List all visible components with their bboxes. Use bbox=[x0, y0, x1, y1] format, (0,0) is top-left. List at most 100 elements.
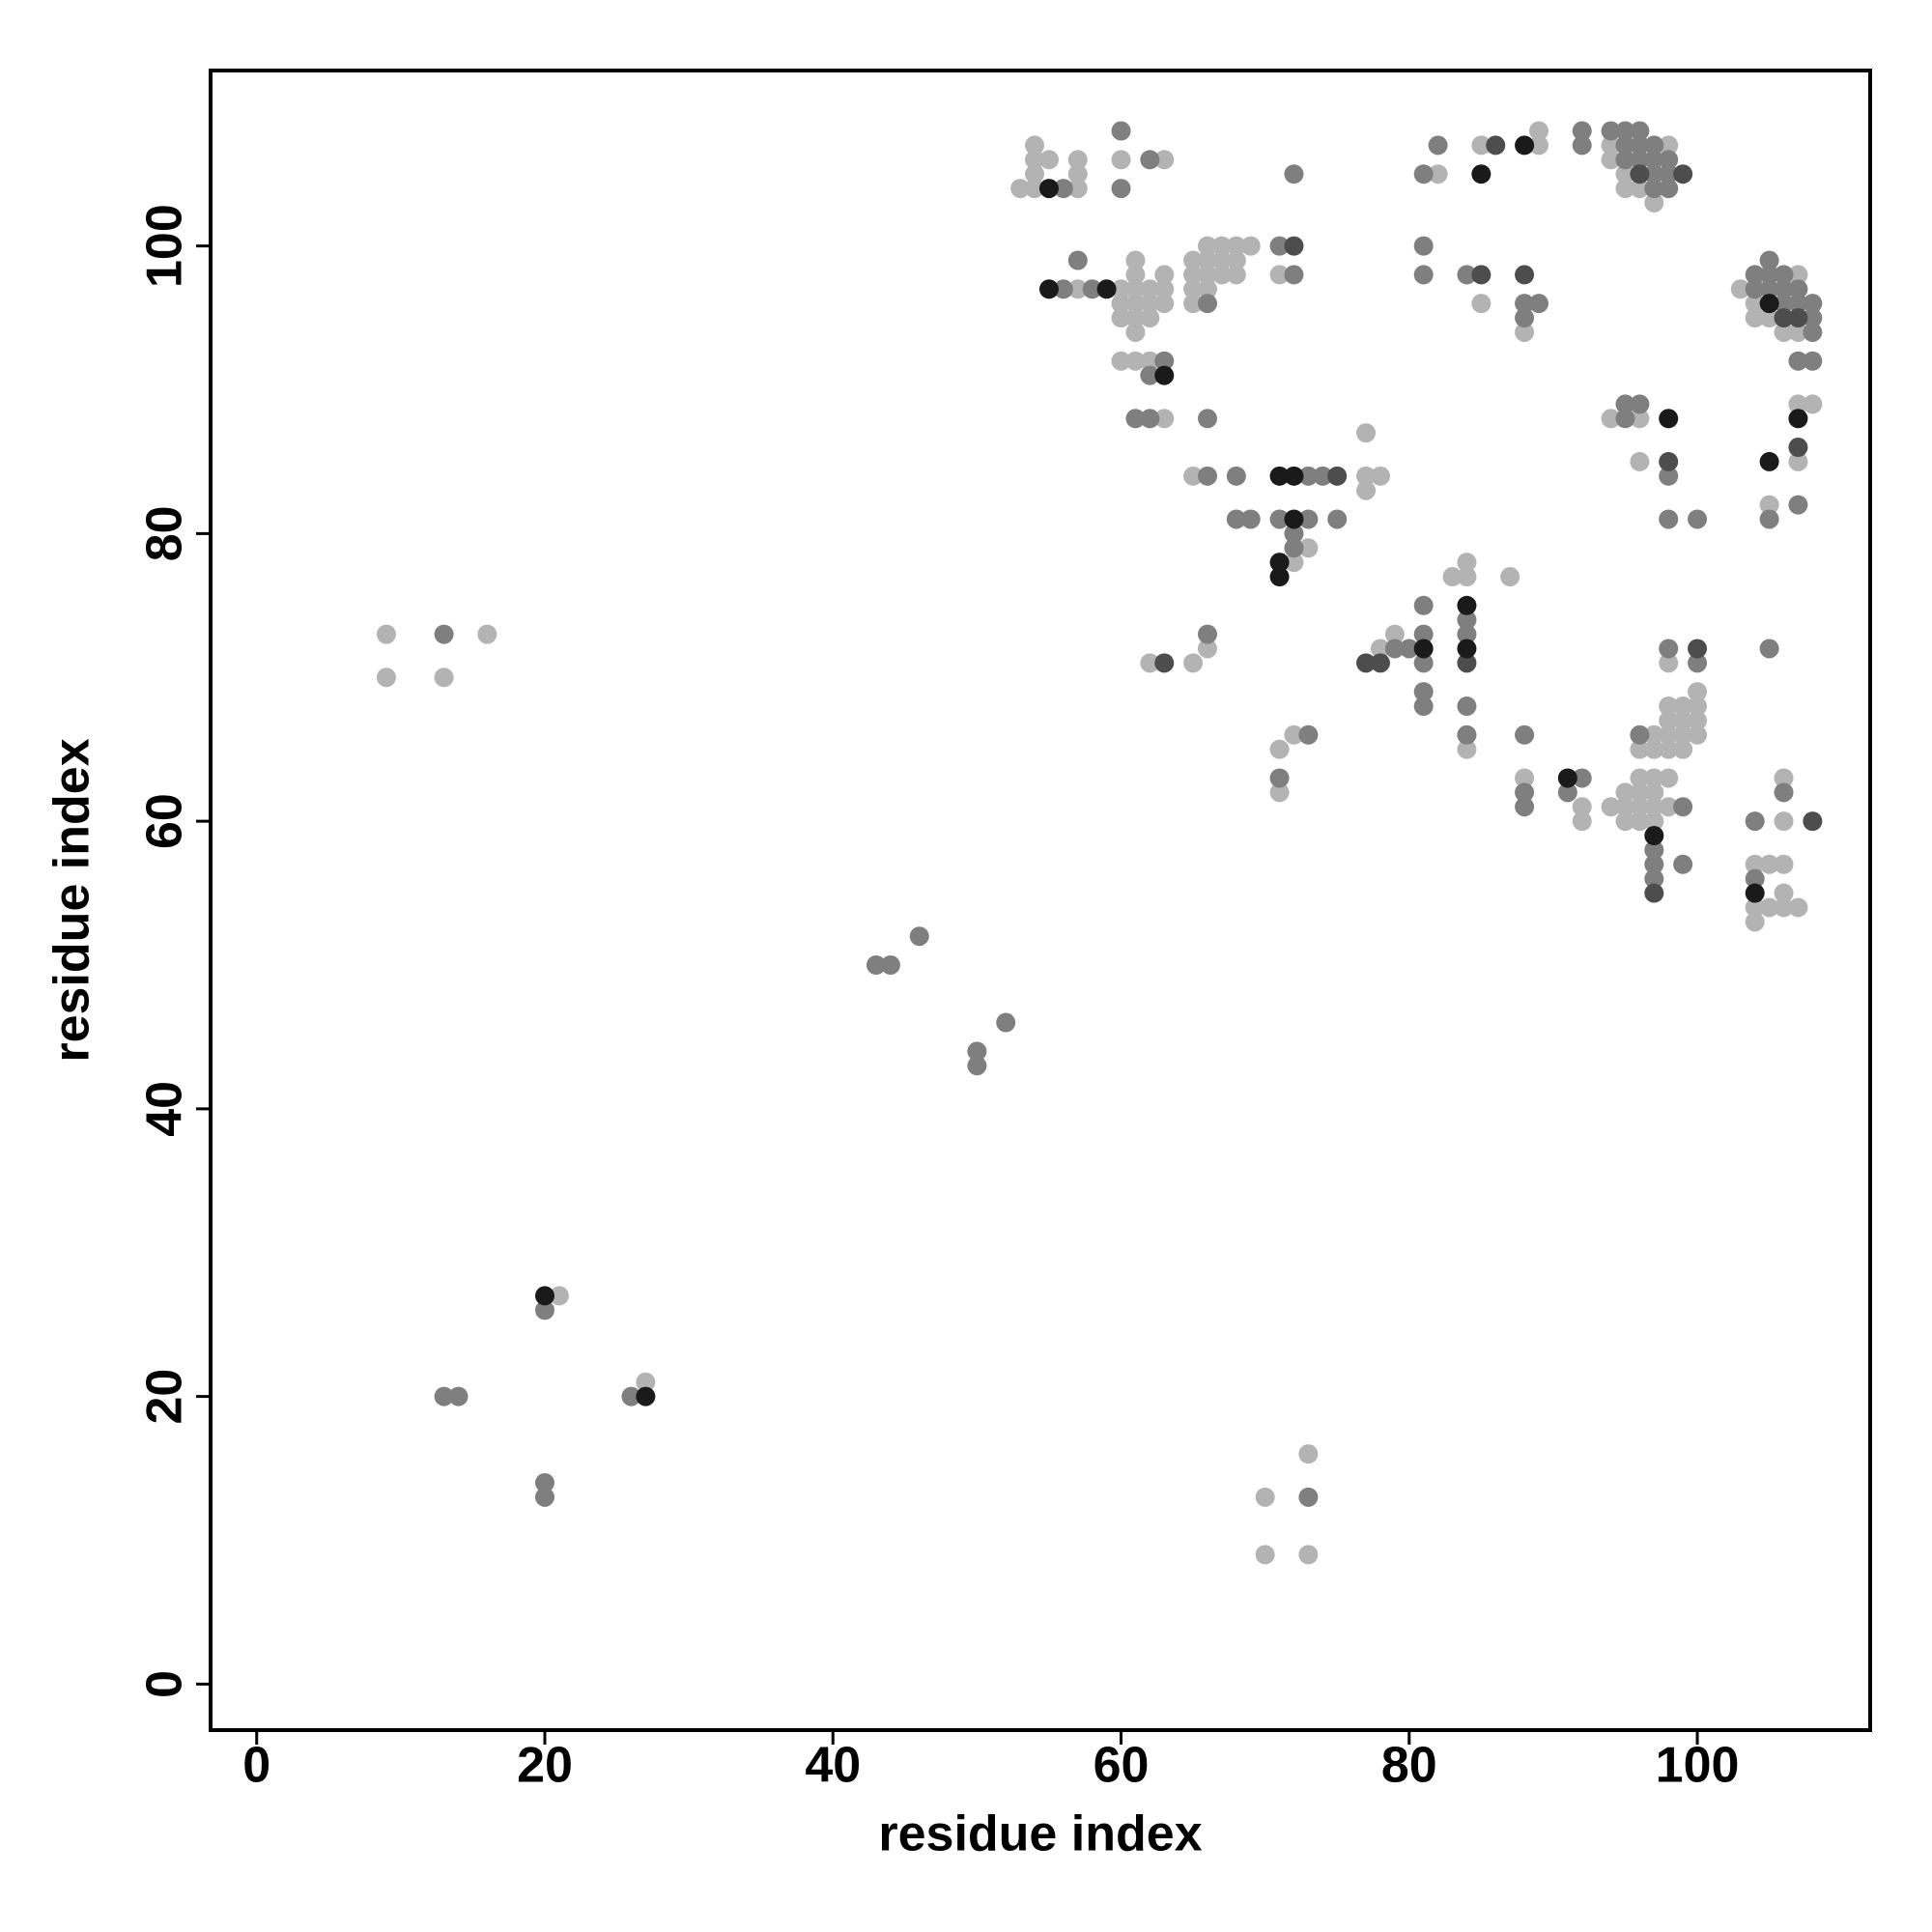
point bbox=[1730, 279, 1750, 299]
point bbox=[1457, 724, 1477, 745]
point bbox=[1413, 682, 1434, 702]
point bbox=[1528, 135, 1548, 156]
point bbox=[1025, 164, 1045, 185]
point bbox=[1644, 782, 1664, 803]
point bbox=[1284, 724, 1304, 745]
point bbox=[1572, 135, 1592, 156]
point bbox=[1644, 768, 1664, 788]
point bbox=[1630, 797, 1650, 817]
point bbox=[1255, 1545, 1275, 1565]
point bbox=[1788, 322, 1808, 342]
point bbox=[1183, 653, 1204, 673]
point bbox=[1067, 164, 1088, 185]
point bbox=[1125, 308, 1146, 328]
point bbox=[996, 1012, 1016, 1033]
point bbox=[1399, 639, 1419, 659]
point bbox=[1356, 423, 1377, 443]
point bbox=[1644, 811, 1664, 832]
point bbox=[1154, 279, 1175, 299]
point bbox=[1630, 724, 1650, 745]
point bbox=[1759, 451, 1779, 471]
point bbox=[1413, 639, 1434, 659]
point bbox=[1615, 179, 1635, 199]
point bbox=[1644, 164, 1664, 185]
point bbox=[1226, 236, 1246, 256]
point bbox=[1298, 509, 1319, 529]
point bbox=[1053, 279, 1073, 299]
point bbox=[1471, 135, 1492, 156]
y-tick-label: 80 bbox=[137, 505, 193, 561]
point bbox=[1284, 509, 1304, 529]
point bbox=[1284, 524, 1304, 544]
point bbox=[1140, 308, 1160, 328]
point bbox=[1284, 265, 1304, 285]
point bbox=[477, 624, 497, 644]
point bbox=[1067, 279, 1088, 299]
point bbox=[1630, 768, 1650, 788]
point bbox=[1759, 509, 1779, 529]
point bbox=[1413, 164, 1434, 185]
point bbox=[1500, 567, 1520, 587]
point bbox=[1154, 265, 1175, 285]
point bbox=[1759, 308, 1779, 328]
point bbox=[1803, 322, 1823, 342]
point bbox=[1644, 854, 1664, 874]
point bbox=[1154, 351, 1175, 371]
point bbox=[1457, 639, 1477, 659]
point bbox=[1572, 121, 1592, 141]
point bbox=[1774, 897, 1794, 918]
point bbox=[1759, 897, 1779, 918]
x-tick-label: 40 bbox=[805, 1738, 861, 1794]
point bbox=[1644, 724, 1664, 745]
point bbox=[1038, 179, 1059, 199]
point bbox=[1471, 164, 1492, 185]
point bbox=[1370, 466, 1390, 486]
point bbox=[1659, 466, 1679, 486]
point bbox=[1630, 179, 1650, 199]
point bbox=[1557, 768, 1577, 788]
point bbox=[1356, 480, 1377, 500]
point bbox=[1140, 351, 1160, 371]
point bbox=[1226, 250, 1246, 270]
point bbox=[1428, 135, 1448, 156]
point bbox=[1457, 610, 1477, 630]
point bbox=[1688, 653, 1708, 673]
point bbox=[434, 624, 454, 644]
x-tick-label: 0 bbox=[242, 1738, 270, 1794]
point bbox=[1197, 409, 1217, 429]
point bbox=[376, 668, 396, 688]
point bbox=[1659, 653, 1679, 673]
point bbox=[1644, 883, 1664, 903]
point bbox=[1673, 724, 1693, 745]
point bbox=[1413, 265, 1434, 285]
point bbox=[1125, 250, 1146, 270]
point bbox=[1673, 739, 1693, 759]
point bbox=[1298, 1444, 1319, 1464]
point bbox=[1673, 797, 1693, 817]
point bbox=[1601, 150, 1621, 170]
point bbox=[1688, 639, 1708, 659]
point bbox=[1803, 811, 1823, 832]
point bbox=[1745, 308, 1765, 328]
point bbox=[1557, 782, 1577, 803]
point bbox=[1759, 639, 1779, 659]
point bbox=[1370, 653, 1390, 673]
point bbox=[1615, 797, 1635, 817]
point bbox=[1630, 150, 1650, 170]
point bbox=[534, 1472, 554, 1492]
point bbox=[1774, 308, 1794, 328]
point bbox=[1183, 279, 1204, 299]
point bbox=[1644, 826, 1664, 846]
point bbox=[1255, 1487, 1275, 1507]
point bbox=[909, 926, 929, 947]
point bbox=[1745, 279, 1765, 299]
point bbox=[1025, 179, 1045, 199]
point bbox=[1644, 839, 1664, 860]
point bbox=[1096, 279, 1117, 299]
point bbox=[1774, 883, 1794, 903]
point bbox=[1788, 265, 1808, 285]
point bbox=[1759, 279, 1779, 299]
point bbox=[1788, 308, 1808, 328]
point bbox=[1154, 150, 1175, 170]
point bbox=[1384, 639, 1405, 659]
